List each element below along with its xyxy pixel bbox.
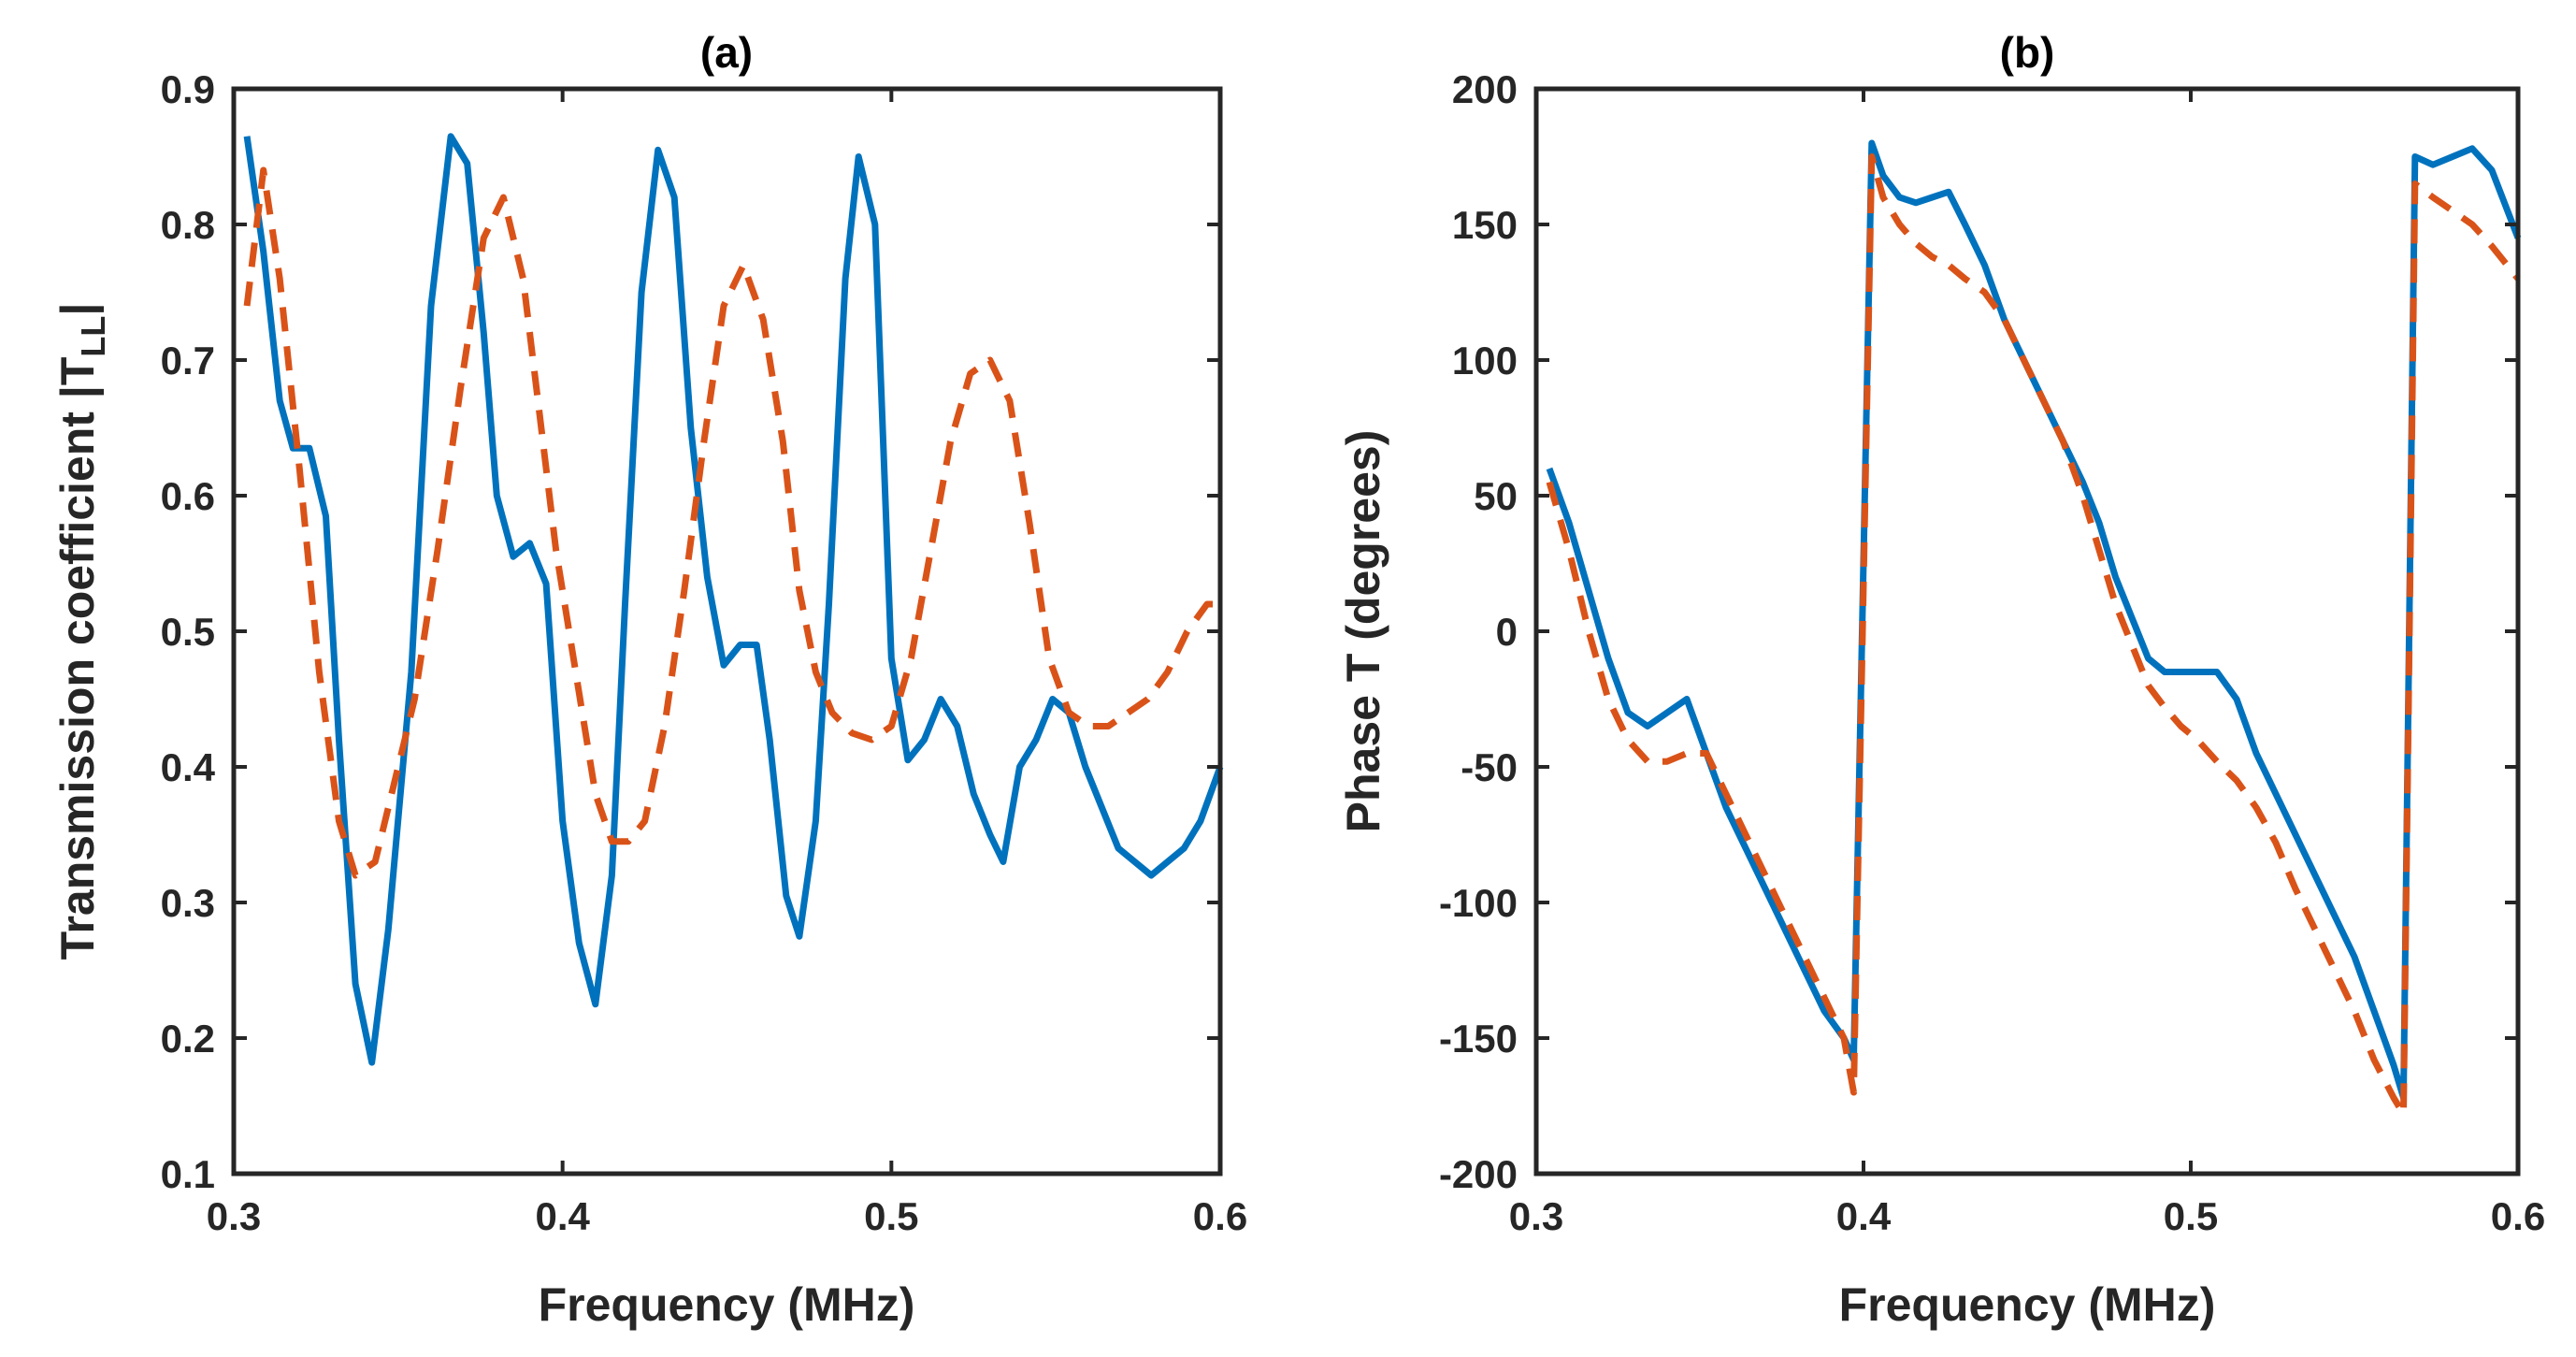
y-tick-label-a-5: 0.6: [161, 474, 215, 518]
chart-title-b: (b): [2000, 28, 2055, 77]
x-tick-label-a-3: 0.6: [1193, 1194, 1247, 1238]
series-line-dashed-b: [1546, 153, 2521, 1118]
y-tick-label-a-6: 0.7: [161, 339, 215, 383]
x-tick-label-b-0: 0.3: [1509, 1194, 1563, 1238]
y-tick-label-b-4: 0: [1496, 610, 1518, 654]
y-tick-label-b-5: 50: [1474, 474, 1518, 518]
axes-box-b: [1533, 86, 2521, 1177]
plot-area-b: [1536, 89, 2518, 1174]
y-axis-label-a-subscript: LL: [74, 316, 112, 357]
y-tick-label-b-6: 100: [1452, 339, 1518, 383]
series-line-solid-a: [243, 133, 1224, 1066]
y-tick-label-b-8: 200: [1452, 67, 1518, 111]
y-tick-label-a-1: 0.2: [161, 1017, 215, 1061]
panel-a: 0.3 0.4 0.5 0.60.10.20.30.40.50.60.70.80.9 …: [51, 28, 1247, 1331]
x-tick-label-a-0: 0.3: [207, 1194, 261, 1238]
y-axis-label-a: Transmission coefficient |TLL|: [51, 303, 112, 960]
y-axis-label-a-main: Transmission coefficient |T: [51, 357, 105, 960]
y-axis-label-b: Phase T (degrees): [1337, 430, 1389, 833]
y-tick-label-a-3: 0.4: [161, 745, 216, 789]
y-tick-label-a-0: 0.1: [161, 1152, 215, 1196]
series-layer-b: [1546, 139, 2522, 1118]
x-tick-label-a-1: 0.4: [535, 1194, 590, 1238]
x-tick-label-a-2: 0.5: [864, 1194, 918, 1238]
series-line-dashed-a: [243, 166, 1220, 879]
series-line-solid-b: [1546, 139, 2522, 1102]
y-tick-label-a-8: 0.9: [161, 67, 215, 111]
x-axis-label-b: Frequency (MHz): [1839, 1278, 2216, 1331]
y-tick-label-a-7: 0.8: [161, 203, 215, 247]
y-tick-label-b-2: -100: [1439, 881, 1518, 925]
plot-area-a: [234, 89, 1220, 1174]
y-tick-label-b-1: -150: [1439, 1017, 1518, 1061]
x-axis-label-a: Frequency (MHz): [539, 1278, 915, 1331]
y-tick-label-b-7: 150: [1452, 203, 1518, 247]
chart-title-a: (a): [700, 28, 753, 77]
y-tick-label-b-3: -50: [1461, 745, 1518, 789]
y-axis-label-a-end: |: [51, 303, 105, 316]
x-tick-label-b-1: 0.4: [1836, 1194, 1892, 1238]
ticks-b: 0.3 0.4 0.5 0.6 -200 -150 -100 -50 0 50 100 150 200: [1439, 67, 2545, 1238]
x-tick-label-b-2: 0.5: [2164, 1194, 2218, 1238]
x-tick-label-b-3: 0.6: [2491, 1194, 2545, 1238]
y-tick-label-b-0: -200: [1439, 1152, 1518, 1196]
panel-b: 0.3 0.4 0.5 0.6-200-150-100-50050100150200 …: [1337, 28, 2545, 1331]
axes-box-a: [231, 86, 1223, 1177]
y-tick-label-a-4: 0.5: [161, 610, 215, 654]
y-tick-label-a-2: 0.3: [161, 881, 215, 925]
series-layer-a: [243, 133, 1224, 1066]
